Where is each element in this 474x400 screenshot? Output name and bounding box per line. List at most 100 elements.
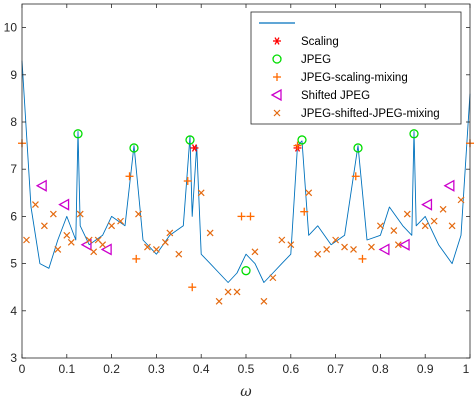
data-point	[376, 222, 384, 230]
data-point	[269, 274, 277, 282]
legend-label: Scaling	[301, 36, 339, 48]
data-point	[67, 238, 75, 246]
legend: Scaling JPEG JPEG-scaling-mixing Shifted JP…	[250, 11, 462, 125]
data-point	[237, 212, 246, 221]
legend-box	[250, 11, 462, 125]
data-point	[358, 254, 367, 263]
data-point	[32, 201, 39, 209]
legend-label: JPEG-scaling-mixing	[301, 72, 408, 84]
legend-swatch	[273, 109, 281, 117]
data-point	[390, 227, 398, 234]
series-2	[73, 129, 419, 276]
legend-entry: JPEG	[272, 54, 331, 66]
y-tick-label: 3	[10, 351, 17, 365]
legend-label: Shifted JPEG	[301, 90, 370, 102]
data-point	[409, 129, 419, 139]
data-point	[135, 210, 142, 218]
data-point	[125, 172, 134, 181]
data-point	[166, 229, 174, 237]
data-point	[323, 246, 331, 253]
data-point	[100, 243, 112, 256]
legend-swatch	[273, 37, 281, 45]
data-point	[300, 207, 309, 216]
data-point	[23, 236, 30, 244]
legend-entry: JPEG-shifted-JPEG-mixing	[273, 108, 440, 120]
data-point	[224, 288, 232, 296]
data-point	[35, 179, 47, 192]
x-tick-label: 0.5	[238, 362, 255, 376]
data-point	[40, 222, 48, 230]
data-point	[132, 254, 141, 263]
data-point	[73, 129, 83, 139]
data-point	[99, 241, 107, 249]
data-point	[430, 217, 438, 225]
data-point	[260, 297, 268, 305]
data-point	[190, 144, 199, 152]
data-point	[108, 222, 116, 230]
data-point	[278, 236, 286, 244]
data-point	[175, 250, 183, 258]
x-tick-label: 0.2	[103, 362, 120, 376]
series-5	[23, 189, 465, 305]
data-point	[353, 143, 363, 153]
data-point	[63, 231, 71, 239]
y-tick-label: 9	[10, 68, 17, 82]
data-point	[117, 217, 124, 225]
data-point	[421, 198, 433, 211]
data-point	[394, 241, 402, 249]
data-point	[293, 141, 302, 150]
y-tick-label: 7	[10, 162, 17, 176]
legend-entry: Shifted JPEG	[270, 88, 370, 102]
data-point	[161, 238, 169, 246]
data-point	[443, 179, 455, 192]
data-point	[215, 297, 223, 305]
data-point	[332, 236, 340, 244]
x-tick-label: 0.7	[327, 362, 344, 376]
data-point	[378, 243, 390, 256]
data-point	[152, 246, 160, 253]
data-point	[188, 283, 197, 292]
series-4	[35, 179, 455, 256]
data-point	[297, 135, 307, 145]
data-point	[305, 189, 313, 197]
series-1	[190, 144, 302, 152]
data-point	[90, 248, 98, 256]
data-point	[206, 229, 214, 237]
y-tick-label: 5	[10, 257, 17, 271]
data-point	[421, 222, 429, 230]
legend-swatch	[272, 54, 282, 64]
y-tick-label: 8	[10, 115, 17, 129]
legend-swatch	[273, 73, 281, 81]
plot-area	[18, 60, 474, 305]
data-point	[251, 248, 259, 256]
data-point	[49, 210, 57, 218]
legend-swatch	[270, 88, 282, 102]
data-point	[185, 135, 195, 145]
data-point	[58, 198, 70, 211]
y-tick-label: 6	[10, 209, 17, 223]
x-tick-label: 1	[463, 362, 470, 376]
data-point	[287, 241, 295, 249]
legend-label: JPEG	[301, 54, 331, 66]
legend-entry: Scaling	[273, 36, 339, 48]
data-point	[76, 210, 84, 218]
spectrum-line	[21, 60, 471, 283]
legend-label: JPEG-shifted-JPEG-mixing	[301, 108, 440, 120]
x-tick-label: 0.4	[193, 362, 210, 376]
data-point	[403, 210, 411, 218]
x-tick-label: 0.3	[148, 362, 165, 376]
data-point	[448, 222, 456, 230]
data-point	[144, 243, 151, 251]
data-point	[246, 212, 255, 221]
x-tick-label: 0	[19, 362, 26, 376]
data-point	[398, 238, 410, 251]
data-point	[350, 246, 357, 253]
axes: 0 0.1 0.2 0.3 0.4 0.5 0.6 0.7 0.8 0.9 1 3 4 5 6 7 8 9 10	[4, 3, 471, 376]
y-tick-label: 4	[10, 304, 17, 318]
x-axis-label: ω	[240, 384, 252, 400]
data-point	[197, 189, 205, 197]
x-tick-label: 0.8	[372, 362, 389, 376]
data-point	[183, 177, 192, 185]
data-point	[129, 143, 139, 153]
